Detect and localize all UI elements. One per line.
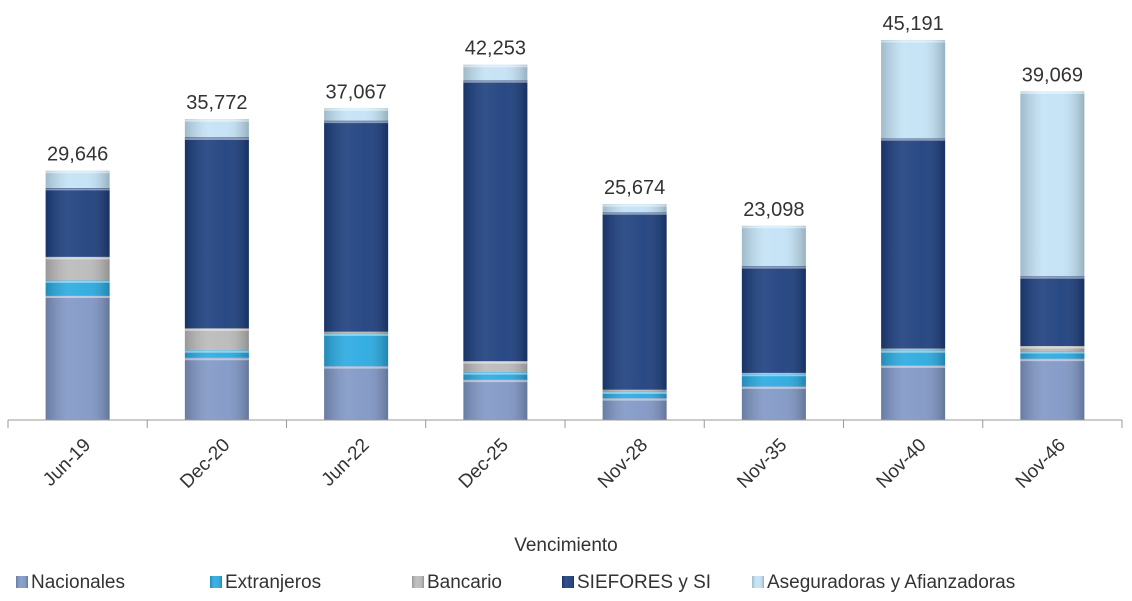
total-labels: 29,646 35,772 37,067 42,253 25,674 23,098 45,1… [47,13,1083,221]
x-tick-label: Jun-19 [39,435,95,491]
bar-segment-shading [881,138,946,349]
bar-segment-shading [881,350,946,366]
bar-segment-shading [45,187,110,257]
bar-segment-shading [184,350,249,358]
bar-segment-shading [184,137,249,329]
bar-segment-shading [741,372,806,374]
legend-swatch-shading [210,576,222,588]
bar-segment-shading [463,372,528,380]
bar-segment-shading [602,204,667,213]
legend-label: Aseguradoras y Afianzadoras [767,572,1015,593]
bar-segment-shading [184,328,249,351]
x-tick-label: Nov-28 [594,435,652,493]
legend-swatch-shading [752,576,764,588]
x-tick-label: Nov-40 [873,435,931,493]
bar-segment-shading [741,386,806,420]
x-tick-label: Nov-46 [1012,435,1070,493]
bar-segment-shading [741,373,806,387]
bar-segment-shading [324,333,389,367]
legend: Nacionales Extranjeros Bancario SIEFORES y … [16,572,1015,593]
bar-segment-shading [741,225,806,267]
total-label: 45,191 [883,13,944,35]
legend-swatch-shading [562,576,574,588]
bar-segment-shading [1020,91,1085,277]
total-label: 37,067 [326,81,387,103]
bar-segment-shading [45,170,110,188]
bar-segment-shading [1020,358,1085,420]
total-label: 35,772 [186,92,247,114]
bar-segment-shading [184,357,249,420]
x-tick-label: Nov-35 [733,435,791,493]
total-label: 25,674 [604,177,665,199]
bar-segment-shading [45,295,110,420]
x-tick-label: Jun-22 [318,435,374,491]
x-tick-labels: Jun-19 Dec-20 Jun-22 Dec-25 Nov-28 Nov-35 Nov-… [39,435,1070,493]
legend-swatch-shading [16,576,28,588]
bar-segment-shading [324,108,389,121]
bar-segment-shading [184,119,249,138]
bar-segment-shading [741,266,806,373]
bar-segment-shading [45,280,110,296]
total-label: 42,253 [465,38,526,60]
bar-segment-shading [602,389,667,392]
x-axis-ticks [7,420,1123,428]
bar-segment-shading [602,391,667,399]
legend-label: Bancario [427,572,502,593]
bar-segment-shading [881,40,946,139]
bar-segment-shading [463,64,528,81]
legend-label: Nacionales [31,572,125,593]
bar-segment-shading [1020,276,1085,347]
bar-segment-shading [463,361,528,373]
bar-segment-shading [1020,346,1085,352]
bars-group [45,40,1085,420]
legend-label: Extranjeros [225,572,321,593]
x-tick-label: Dec-25 [455,435,513,493]
bar-segment-shading [324,120,389,332]
bar-segment-shading [45,256,110,281]
bar-segment-shading [881,365,946,420]
bar-segment-shading [324,366,389,420]
total-label: 23,098 [743,199,804,221]
bar-segment-shading [602,398,667,420]
bar-segment-shading [463,379,528,420]
legend-swatch-shading [412,576,424,588]
bar-segment-shading [881,348,946,351]
total-label: 39,069 [1022,64,1083,86]
bar-segment-shading [602,212,667,390]
legend-label: SIEFORES y SI [577,572,711,593]
bar-segment-shading [463,80,528,362]
x-tick-label: Dec-20 [176,435,234,493]
bar-segment-shading [1020,351,1085,359]
bar-segment-shading [324,331,389,334]
x-axis-title: Vencimiento [514,535,618,556]
total-label: 29,646 [47,144,108,166]
